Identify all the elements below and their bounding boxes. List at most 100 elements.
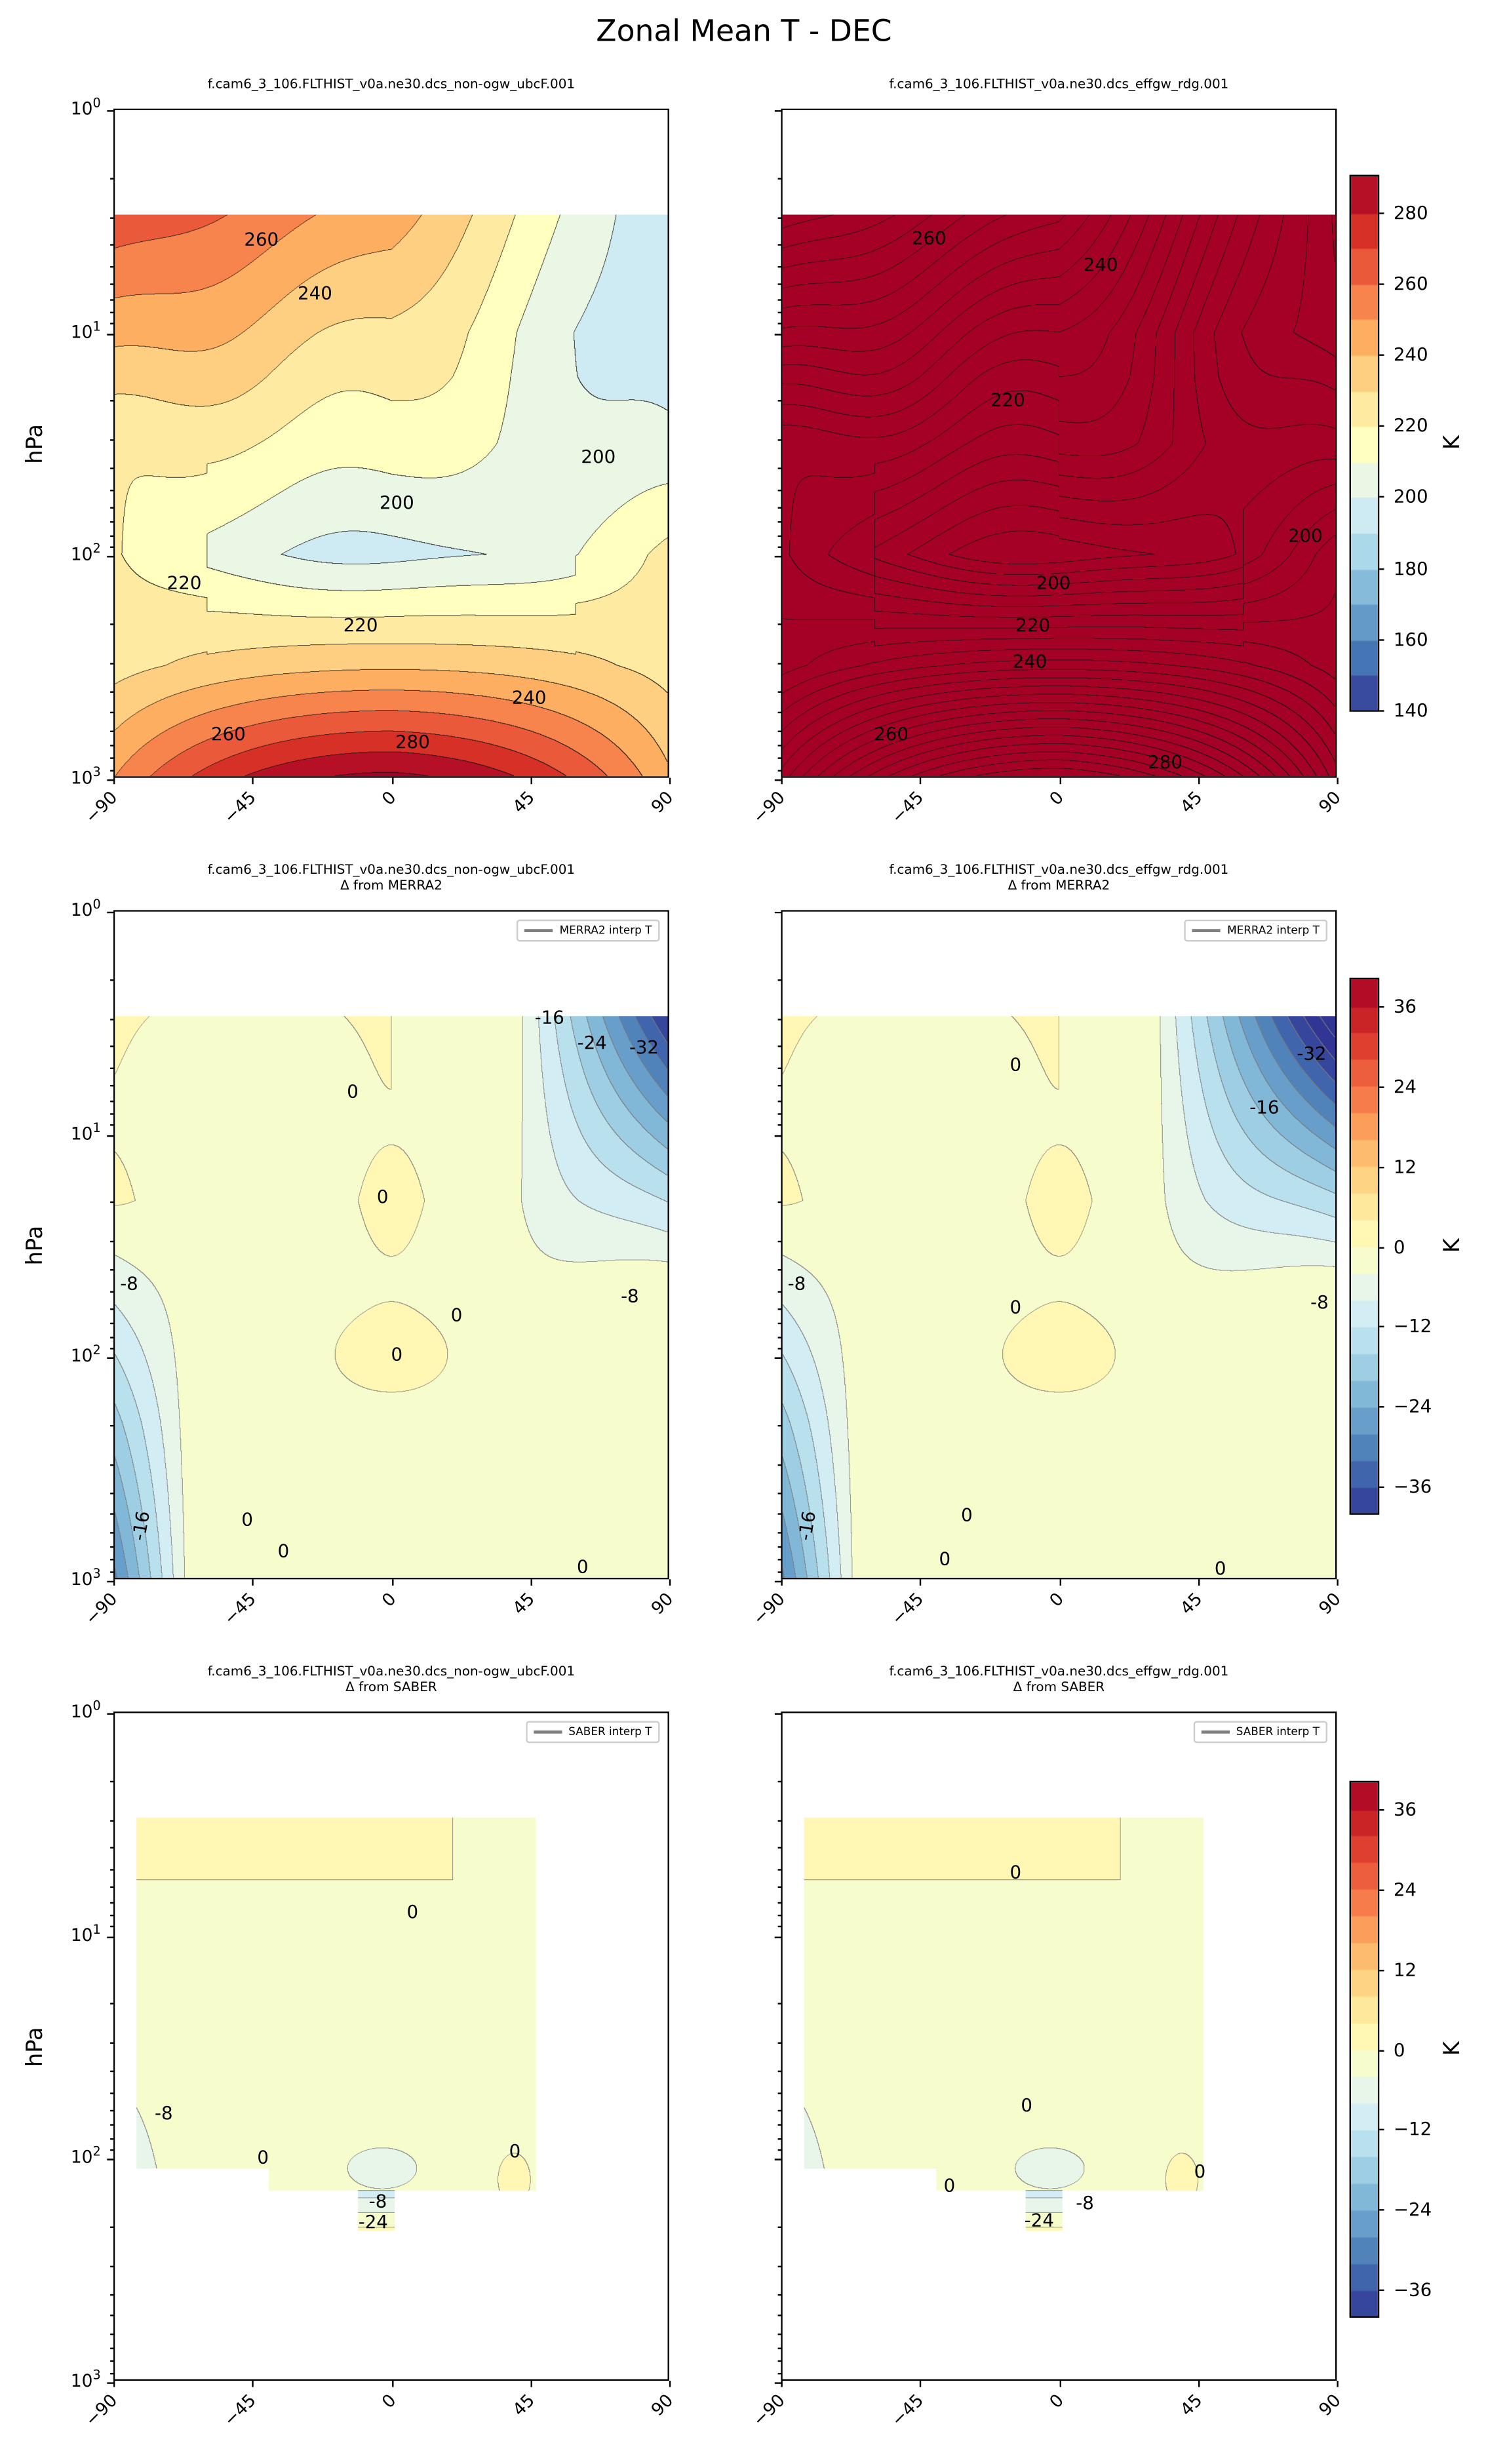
colorbar-label: K <box>1439 2041 1466 2056</box>
y-minor-tick <box>777 323 781 325</box>
contour-label: 260 <box>911 226 947 249</box>
plot-axes[interactable] <box>774 108 1339 785</box>
y-minor-tick <box>110 177 113 179</box>
contour-label: 0 <box>257 2146 269 2168</box>
contour-label: -24 <box>1024 2209 1054 2231</box>
y-minor-tick <box>777 1347 781 1350</box>
y-minor-tick <box>110 2092 113 2094</box>
contour-field <box>782 110 1335 777</box>
y-minor-tick <box>777 1559 781 1561</box>
contour-label: 200 <box>1036 571 1071 594</box>
y-minor-tick <box>110 1308 113 1310</box>
x-tick-label: −90 <box>749 2390 789 2431</box>
contour-label: -8 <box>368 2190 387 2212</box>
contour-label: 200 <box>379 491 414 514</box>
plot-axes[interactable] <box>107 108 671 785</box>
y-minor-tick <box>777 712 781 714</box>
plot-axes[interactable]: SABER interp T <box>774 1711 1339 2387</box>
x-tick-label: −90 <box>81 787 122 828</box>
y-minor-tick <box>777 1202 781 1203</box>
contour-label: 220 <box>990 389 1025 411</box>
colorbar-tick-label: 24 <box>1393 1878 1417 1900</box>
x-tick-label: −90 <box>749 1588 789 1630</box>
y-major-tick <box>107 1358 113 1359</box>
y-minor-tick <box>777 1046 781 1048</box>
y-tick-exponent: 0 <box>92 96 101 111</box>
y-major-tick <box>107 110 113 112</box>
y-tick-label: 103 <box>54 765 101 788</box>
y-tick-base: 10 <box>70 1701 93 1723</box>
plot-axes[interactable]: MERRA2 interp T <box>107 910 671 1586</box>
y-major-tick <box>107 779 113 781</box>
y-minor-tick <box>110 1124 113 1126</box>
colorbar-tick-label: 260 <box>1393 272 1428 294</box>
colorbar-tick-label: 12 <box>1393 1155 1417 1177</box>
y-tick-base: 10 <box>70 1925 93 1946</box>
y-minor-tick <box>110 1902 113 1904</box>
panel-subtitle: Δ from SABER <box>345 1678 437 1694</box>
y-minor-tick <box>110 323 113 325</box>
y-tick-label: 101 <box>54 319 101 342</box>
y-minor-tick <box>777 177 781 179</box>
colorbar-tick <box>1379 2129 1384 2131</box>
panel-title: f.cam6_3_106.FLTHIST_v0a.ne30.dcs_effgw_… <box>697 861 1421 893</box>
y-minor-tick <box>777 534 781 537</box>
y-minor-tick <box>110 298 113 301</box>
x-tick-label: 0 <box>377 787 400 810</box>
y-minor-tick <box>110 1559 113 1561</box>
contour-label: -16 <box>534 1006 564 1028</box>
plot-axes[interactable]: MERRA2 interp T <box>774 910 1339 1586</box>
y-minor-tick <box>110 758 113 760</box>
y-minor-tick <box>777 2109 781 2111</box>
y-minor-tick <box>110 769 113 771</box>
y-minor-tick <box>110 1290 113 1293</box>
colorbar-tick-label: 12 <box>1393 1958 1417 1980</box>
colorbar-label: K <box>1439 435 1466 450</box>
x-tick <box>1059 777 1061 785</box>
y-minor-tick <box>777 298 781 301</box>
panel-title-run: f.cam6_3_106.FLTHIST_v0a.ne30.dcs_non-og… <box>207 861 576 877</box>
colorbar-tick <box>1379 638 1384 641</box>
figure-title: Zonal Mean T - DEC <box>596 14 892 49</box>
x-tick <box>113 1579 115 1586</box>
colorbar-tick-label: 36 <box>1393 994 1417 1017</box>
y-minor-tick <box>110 2265 113 2267</box>
contour-field <box>115 1713 668 2379</box>
x-tick <box>1059 1579 1061 1586</box>
contour-field <box>115 110 668 777</box>
colorbar <box>1349 1780 1380 2318</box>
contour-label: -8 <box>120 1272 138 1295</box>
colorbar-gradient <box>1351 176 1378 711</box>
y-tick-base: 10 <box>70 1346 93 1367</box>
y-major-tick <box>774 1936 781 1938</box>
x-tick-label: 45 <box>508 2390 539 2421</box>
y-minor-tick <box>777 1124 781 1126</box>
x-tick-label: 0 <box>1044 2390 1067 2413</box>
y-minor-tick <box>110 979 113 981</box>
y-minor-tick <box>110 2070 113 2073</box>
colorbar <box>1349 174 1380 712</box>
x-tick-label: 45 <box>1176 1588 1206 1619</box>
y-minor-tick <box>777 1268 781 1271</box>
contour-label: -8 <box>1076 2191 1094 2214</box>
y-axis-label: hPa <box>23 2026 49 2066</box>
contour-label: 280 <box>1148 751 1183 773</box>
y-minor-tick <box>110 311 113 313</box>
y-minor-tick <box>110 1018 113 1020</box>
y-minor-tick <box>777 1464 781 1466</box>
colorbar-tick <box>1379 1486 1384 1489</box>
y-minor-tick <box>777 1514 781 1516</box>
legend-line-swatch <box>1192 929 1221 933</box>
y-tick-label: 102 <box>54 1344 101 1367</box>
contour-label: 260 <box>244 228 279 250</box>
y-minor-tick <box>777 1290 781 1293</box>
y-tick-label: 102 <box>54 2145 101 2168</box>
y-minor-tick <box>110 507 113 509</box>
plot-axes[interactable]: SABER interp T <box>107 1711 671 2387</box>
x-tick-label: 90 <box>1314 1588 1345 1619</box>
y-major-tick <box>774 1135 781 1137</box>
y-minor-tick <box>110 712 113 714</box>
y-major-tick <box>107 911 113 914</box>
x-tick <box>920 777 922 785</box>
y-minor-tick <box>110 1268 113 1271</box>
